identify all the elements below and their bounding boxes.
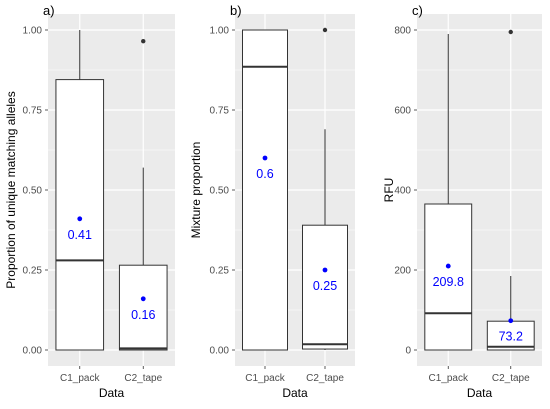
y-tick-label: 0.75 [210,106,230,117]
y-tick-label: 800 [394,26,411,37]
y-tick-label: 600 [394,106,411,117]
y-tick-label: 0.75 [23,106,43,117]
mean-label: 0.41 [68,228,92,242]
panel-label: c) [412,3,423,18]
box-c1-pack [242,29,288,351]
panel-label: b) [230,3,242,18]
outlier-point [141,39,146,44]
y-tick-label: 0.00 [23,346,43,357]
x-tick-label: C1_pack [429,373,469,384]
outlier-point [322,27,328,33]
x-tick-label: C1_pack [60,373,100,384]
mean-label: 0.16 [131,308,155,322]
x-tick-label: C1_pack [245,373,285,384]
y-tick-label: 0.25 [210,266,230,277]
x-axis-title: Data [99,386,125,400]
mean-label: 0.25 [313,279,337,293]
box-c1-pack [424,203,473,351]
mean-label: 0.6 [256,167,273,181]
x-tick-label: C2_tape [492,373,530,384]
mean-point [262,155,268,161]
mean-point [445,263,451,269]
y-axis-title: Proportion of unique matching alleles [4,91,18,288]
mean-point [322,267,328,273]
x-tick-label: C2_tape [124,373,162,384]
box-c2-tape [302,224,348,350]
y-tick-label: 1.00 [23,26,43,37]
y-tick-label: 1.00 [210,26,230,37]
mean-point [508,318,514,324]
y-tick-label: 200 [394,266,411,277]
mean-point [140,296,146,302]
y-axis-title: Mixture proportion [189,142,203,239]
y-tick-label: 400 [394,186,411,197]
y-tick-label: 0.00 [210,346,230,357]
y-tick-label: 0 [405,346,411,357]
x-axis-title: Data [467,386,493,400]
x-tick-label: C2_tape [306,373,344,384]
y-axis-title: RFU [382,178,396,203]
y-tick-label: 0.25 [23,266,43,277]
mean-label: 209.8 [433,275,464,289]
outlier-point [508,29,513,35]
x-axis-title: Data [282,386,308,400]
y-tick-label: 0.50 [23,186,43,197]
box-c2-tape [118,264,168,351]
y-tick-label: 0.50 [210,186,230,197]
box-c1-pack [55,79,105,351]
panel-label: a) [43,3,55,18]
mean-label: 73.2 [499,330,523,344]
mean-point [77,216,83,222]
